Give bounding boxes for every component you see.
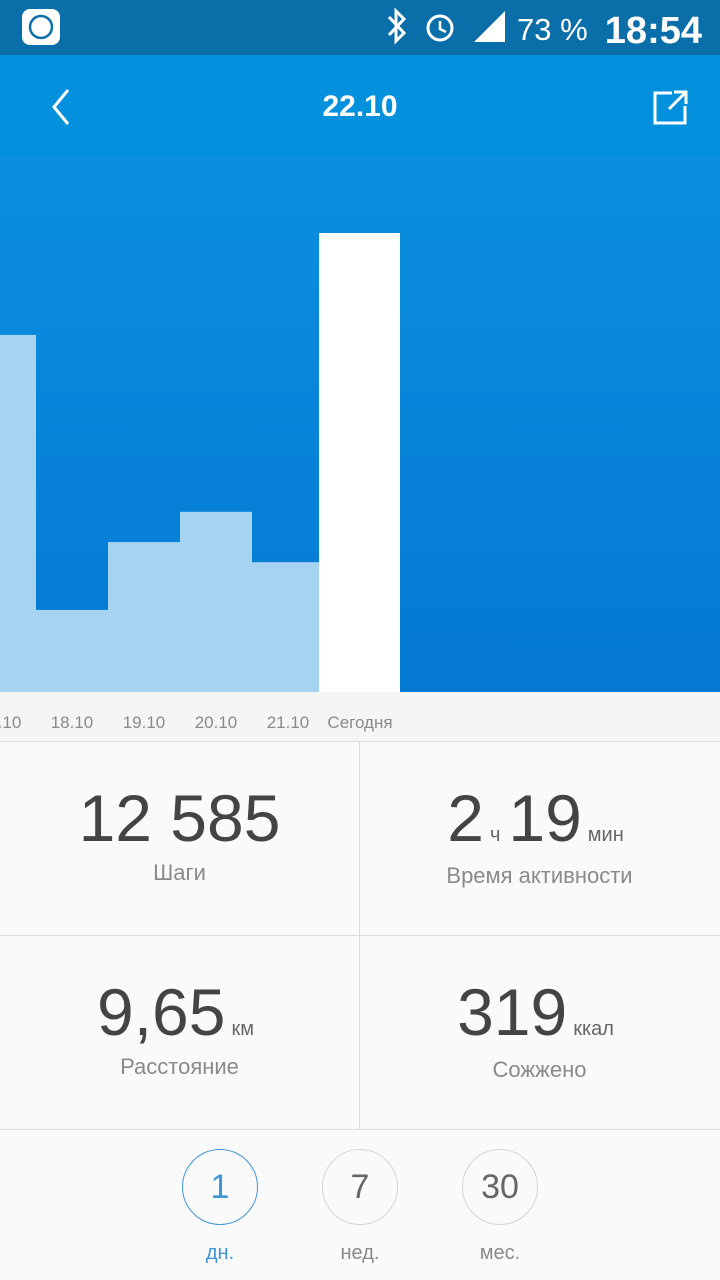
label-row	[0, 692, 720, 742]
alarm-icon	[426, 14, 454, 42]
stat-value: 2 ч 19 мин	[360, 780, 719, 856]
bar	[0, 334, 36, 692]
stat-value: 319 ккал	[360, 974, 719, 1050]
header-icons	[52, 89, 688, 125]
x-tick-label: 20.10	[195, 713, 238, 732]
period-button[interactable]: 30	[462, 1149, 538, 1225]
period-label: мес.	[479, 1242, 521, 1264]
bar	[180, 511, 252, 692]
stats-grid: 12 585 Шаги 2 ч 19 мин Время активности 9,65 км Р…	[0, 742, 720, 1130]
bar	[252, 562, 319, 692]
bluetooth-icon	[387, 7, 407, 45]
period-button[interactable]: 1	[182, 1149, 258, 1225]
clock: 18:54	[605, 10, 702, 52]
signal-icon	[474, 11, 505, 42]
bar	[108, 542, 180, 692]
stat-label: Время активности	[446, 863, 633, 888]
stat-label: Расстояние	[120, 1054, 239, 1079]
period-label: дн.	[205, 1242, 235, 1264]
stat-tile: 12 585 Шаги	[0, 742, 359, 935]
date-title: 22.10	[322, 90, 398, 123]
stat-tile: 2 ч 19 мин Время активности	[360, 742, 719, 935]
x-tick-label: 17.10	[0, 713, 21, 732]
stat-number: 9,65	[97, 975, 226, 1049]
period-button[interactable]: 7	[322, 1149, 398, 1225]
stat-unit: ч	[489, 824, 501, 846]
x-tick-label: 18.10	[51, 713, 94, 732]
divider	[359, 742, 360, 1130]
stat-unit: км	[231, 1018, 254, 1040]
x-tick-label: 21.10	[267, 713, 310, 732]
stat-number: 319	[457, 975, 568, 1049]
stat-tile: 319 ккал Сожжено	[360, 936, 719, 1129]
stat-number: 19	[508, 781, 582, 855]
period-selector: 1 дн. 7 нед. 30 мес.	[0, 1130, 720, 1280]
stat-value: 12 585	[0, 780, 359, 856]
share-button[interactable]	[653, 90, 688, 125]
x-tick-label: 19.10	[123, 713, 166, 732]
app-icon	[22, 9, 60, 45]
header	[0, 55, 720, 155]
status-bar: 73 % 18:54	[0, 0, 720, 55]
battery-text: 73 %	[517, 12, 588, 47]
stat-number: 2	[447, 781, 484, 855]
stat-tile: 9,65 км Расстояние	[0, 936, 359, 1129]
stat-unit: ккал	[573, 1018, 614, 1040]
divider	[0, 935, 720, 936]
stat-value: 9,65 км	[0, 974, 359, 1050]
stat-number: 12 585	[78, 781, 281, 855]
x-tick-label: Сегодня	[327, 713, 392, 732]
back-button[interactable]	[52, 89, 70, 125]
divider	[0, 1129, 720, 1130]
steps-chart: 17.10 18.10 19.10 20.10 21.10 Сегодня	[0, 155, 720, 742]
stat-label: Сожжено	[492, 1057, 587, 1082]
stat-unit: мин	[587, 824, 624, 846]
stat-label: Шаги	[153, 860, 206, 885]
status-icons: 73 % 18:54	[22, 7, 702, 52]
bar	[36, 609, 108, 692]
bar	[319, 233, 400, 692]
app-icon-ring	[28, 14, 54, 40]
period-label: нед.	[340, 1242, 380, 1264]
alarm-hand	[438, 21, 447, 34]
